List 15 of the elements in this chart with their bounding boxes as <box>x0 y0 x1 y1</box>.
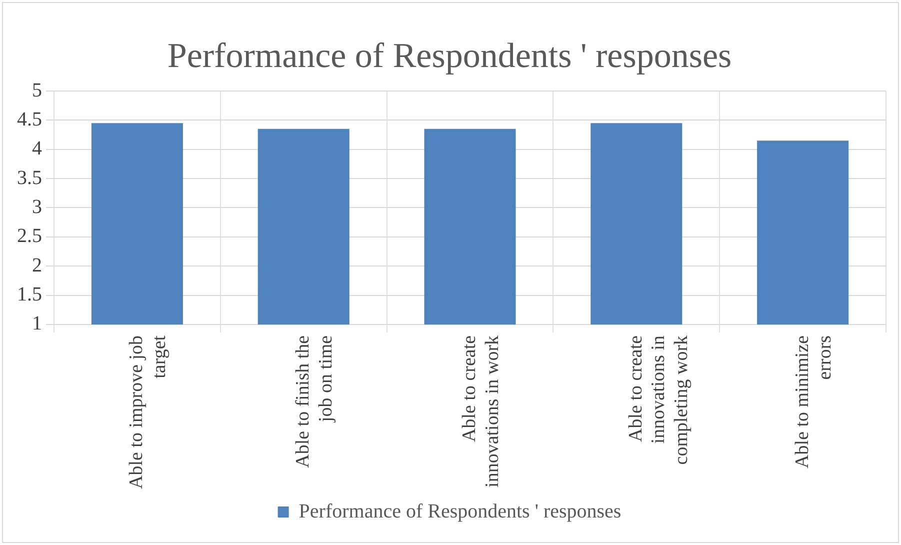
x-tick-label: Able to finish the job on time <box>292 335 336 468</box>
chart-title: Performance of Respondents ' responses <box>167 36 732 76</box>
y-tick-label: 4.5 <box>17 108 42 130</box>
y-tick-label: 4 <box>32 138 42 160</box>
x-tick-label: Able to improve job target <box>126 334 170 490</box>
y-tick-label: 1 <box>32 312 42 335</box>
x-tick-label: Able to minimize errors <box>792 335 836 468</box>
y-tick-label: 3.5 <box>17 166 42 189</box>
y-tick-label: 1.5 <box>17 284 42 306</box>
y-tick-label: 3 <box>32 196 42 218</box>
y-tick-label: 2.5 <box>17 225 42 248</box>
y-tick-label: 5 <box>32 79 42 102</box>
legend-label: Performance of Respondents ' responses <box>298 500 622 522</box>
x-tick-label: Able to create innovations in completing work <box>625 334 692 465</box>
y-tick-label: 2 <box>32 254 42 276</box>
